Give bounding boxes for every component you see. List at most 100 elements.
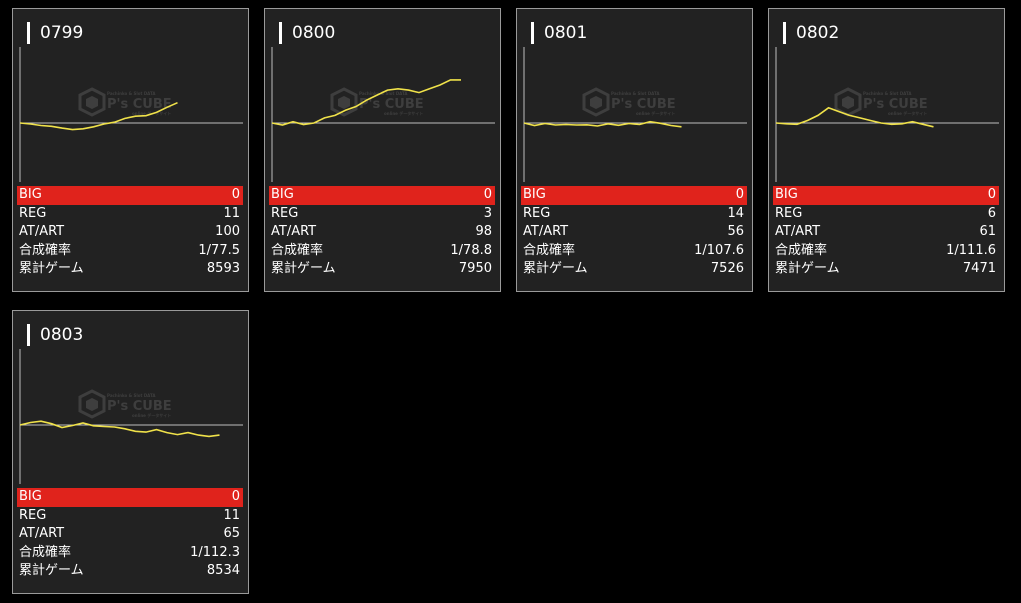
- art-label: AT/ART: [19, 526, 65, 541]
- big-label: BIG: [19, 187, 42, 202]
- prob-row: 合成確率 1/77.5: [17, 242, 243, 261]
- art-row: AT/ART 61: [773, 223, 999, 242]
- cube-icon: [330, 87, 358, 117]
- watermark-brand: P's CUBE: [863, 97, 928, 112]
- reg-label: REG: [523, 205, 551, 221]
- series-line: [775, 106, 934, 128]
- prob-row: 合成確率 1/112.3: [17, 544, 243, 563]
- watermark-top: Pachinko & Slot DATA: [359, 91, 408, 96]
- big-label: BIG: [523, 187, 546, 202]
- big-label: BIG: [271, 187, 294, 202]
- series-line: [19, 101, 178, 131]
- art-value: 98: [475, 224, 492, 239]
- games-value: 7526: [710, 261, 744, 276]
- series-line: [523, 120, 682, 128]
- reg-value: 11: [223, 507, 240, 523]
- stats-table: BIG 0 REG 3 AT/ART 98 合成確率 1/78.8 累計ゲーム 7950: [269, 186, 495, 279]
- reg-row: REG 6: [773, 205, 999, 224]
- reg-row: REG 14: [521, 205, 747, 224]
- machine-number: 0803: [27, 324, 83, 346]
- reg-value: 3: [483, 205, 492, 221]
- reg-value: 6: [987, 205, 996, 221]
- watermark-brand: P's CUBE: [359, 97, 424, 112]
- machine-card-0803[interactable]: 0803 Pachinko & Slot DATA P's CUBE onlin…: [12, 310, 249, 594]
- big-row: BIG 0: [17, 186, 243, 205]
- prob-label: 合成確率: [775, 242, 828, 258]
- slump-graph: Pachinko & Slot DATA P's CUBE online データ…: [271, 47, 495, 182]
- cube-icon: [78, 87, 106, 117]
- machine-number: 0799: [27, 22, 83, 44]
- reg-label: REG: [19, 205, 47, 221]
- big-label: BIG: [775, 187, 798, 202]
- art-label: AT/ART: [775, 224, 821, 239]
- prob-label: 合成確率: [271, 242, 324, 258]
- prob-row: 合成確率 1/78.8: [269, 242, 495, 261]
- prob-row: 合成確率 1/111.6: [773, 242, 999, 261]
- big-value: 0: [231, 187, 240, 202]
- prob-value: 1/77.5: [198, 242, 240, 258]
- reg-value: 11: [223, 205, 240, 221]
- prob-row: 合成確率 1/107.6: [521, 242, 747, 261]
- watermark-logo: Pachinko & Slot DATA P's CUBE online データ…: [78, 87, 172, 117]
- games-value: 8534: [206, 563, 240, 578]
- watermark-top: Pachinko & Slot DATA: [611, 91, 660, 96]
- reg-label: REG: [775, 205, 803, 221]
- stats-table: BIG 0 REG 11 AT/ART 100 合成確率 1/77.5 累計ゲーム 859…: [17, 186, 243, 279]
- watermark-logo: Pachinko & Slot DATA P's CUBE online データ…: [78, 389, 172, 419]
- prob-value: 1/112.3: [190, 544, 240, 560]
- art-value: 61: [979, 224, 996, 239]
- art-row: AT/ART 56: [521, 223, 747, 242]
- reg-value: 14: [727, 205, 744, 221]
- big-value: 0: [483, 187, 492, 202]
- prob-value: 1/107.6: [694, 242, 744, 258]
- big-row: BIG 0: [773, 186, 999, 205]
- big-label: BIG: [19, 489, 42, 504]
- games-value: 7950: [458, 261, 492, 276]
- watermark-logo: Pachinko & Slot DATA P's CUBE online データ…: [582, 87, 676, 117]
- watermark-bottom: online データサイト: [132, 412, 171, 418]
- games-row: 累計ゲーム 7471: [773, 260, 999, 279]
- games-label: 累計ゲーム: [19, 261, 84, 276]
- slump-graph: Pachinko & Slot DATA P's CUBE online データ…: [523, 47, 747, 182]
- stats-table: BIG 0 REG 11 AT/ART 65 合成確率 1/112.3 累計ゲーム 853…: [17, 488, 243, 581]
- watermark-brand: P's CUBE: [107, 399, 172, 414]
- prob-value: 1/78.8: [450, 242, 492, 258]
- art-row: AT/ART 100: [17, 223, 243, 242]
- slump-graph: Pachinko & Slot DATA P's CUBE online データ…: [775, 47, 999, 182]
- games-label: 累計ゲーム: [271, 261, 336, 276]
- stats-table: BIG 0 REG 14 AT/ART 56 合成確率 1/107.6 累計ゲーム 752…: [521, 186, 747, 279]
- machine-number: 0801: [531, 22, 587, 44]
- reg-label: REG: [271, 205, 299, 221]
- big-value: 0: [735, 187, 744, 202]
- art-value: 65: [223, 526, 240, 541]
- watermark-bottom: online データサイト: [132, 110, 171, 116]
- watermark-top: Pachinko & Slot DATA: [107, 91, 156, 96]
- machine-number: 0800: [279, 22, 335, 44]
- watermark-logo: Pachinko & Slot DATA P's CUBE online データ…: [834, 87, 928, 117]
- machine-card-0799[interactable]: 0799 Pachinko & Slot DATA P's CUBE onlin…: [12, 8, 249, 292]
- art-label: AT/ART: [19, 224, 65, 239]
- machine-card-0801[interactable]: 0801 Pachinko & Slot DATA P's CUBE onlin…: [516, 8, 753, 292]
- cube-icon: [582, 87, 610, 117]
- watermark-brand: P's CUBE: [107, 97, 172, 112]
- big-row: BIG 0: [521, 186, 747, 205]
- cube-icon: [78, 389, 106, 419]
- big-value: 0: [231, 489, 240, 504]
- slump-graph: Pachinko & Slot DATA P's CUBE online データ…: [19, 349, 243, 484]
- machine-card-0800[interactable]: 0800 Pachinko & Slot DATA P's CUBE onlin…: [264, 8, 501, 292]
- games-label: 累計ゲーム: [19, 563, 84, 578]
- games-row: 累計ゲーム 7526: [521, 260, 747, 279]
- watermark-top: Pachinko & Slot DATA: [107, 393, 156, 398]
- reg-row: REG 11: [17, 205, 243, 224]
- machine-card-0802[interactable]: 0802 Pachinko & Slot DATA P's CUBE onlin…: [768, 8, 1005, 292]
- watermark-logo: Pachinko & Slot DATA P's CUBE online データ…: [330, 87, 424, 117]
- games-value: 7471: [962, 261, 996, 276]
- art-value: 100: [215, 224, 240, 239]
- reg-row: REG 3: [269, 205, 495, 224]
- games-row: 累計ゲーム 8534: [17, 562, 243, 581]
- series-line: [19, 420, 220, 438]
- prob-label: 合成確率: [523, 242, 576, 258]
- stats-table: BIG 0 REG 6 AT/ART 61 合成確率 1/111.6 累計ゲーム 7471: [773, 186, 999, 279]
- games-row: 累計ゲーム 8593: [17, 260, 243, 279]
- watermark-brand: P's CUBE: [611, 97, 676, 112]
